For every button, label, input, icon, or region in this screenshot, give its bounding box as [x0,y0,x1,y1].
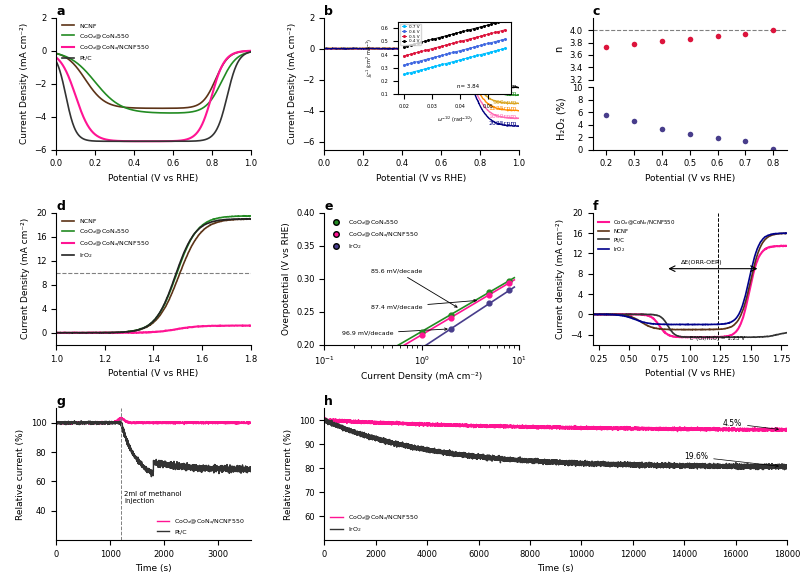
Legend: CoO$_x$@CoN$_x$550, CoO$_x$@CoN$_x$/NCNF550, IrO$_2$: CoO$_x$@CoN$_x$550, CoO$_x$@CoN$_x$/NCNF… [327,216,420,254]
Text: 96.9 mV/decade: 96.9 mV/decade [341,328,447,336]
Point [444,324,456,333]
Text: f: f [592,200,597,213]
Point [386,348,399,357]
Point [502,286,515,295]
Point [483,299,496,308]
Point [415,343,427,353]
Point [346,388,359,397]
X-axis label: Current Density (mA cm⁻²): Current Density (mA cm⁻²) [361,373,481,382]
Text: 1225rpm: 1225rpm [488,106,516,112]
Point [415,330,427,340]
X-axis label: Potential (V vs RHE): Potential (V vs RHE) [108,369,198,378]
Point [483,290,496,299]
Text: 900rpm: 900rpm [492,100,516,104]
X-axis label: Potential (V vs RHE): Potential (V vs RHE) [376,174,466,183]
Y-axis label: Current Density (mA cm⁻²): Current Density (mA cm⁻²) [19,23,29,144]
Text: a: a [56,5,65,18]
Y-axis label: Current Density (mA cm⁻²): Current Density (mA cm⁻²) [287,23,297,144]
Y-axis label: Current Density (mA cm⁻²): Current Density (mA cm⁻²) [22,218,30,339]
Point [444,310,456,319]
Text: 400rpm: 400rpm [492,84,516,89]
Text: 1600rpm: 1600rpm [488,114,516,119]
Text: 625rpm: 625rpm [492,92,516,96]
Legend: CoO$_x$@CoN$_x$/NCNF550, IrO$_2$: CoO$_x$@CoN$_x$/NCNF550, IrO$_2$ [327,511,420,537]
X-axis label: Potential (V vs RHE): Potential (V vs RHE) [644,174,734,183]
Y-axis label: Relative current (%): Relative current (%) [16,429,25,519]
Point [386,344,399,353]
Text: 2025rpm: 2025rpm [488,122,516,126]
Point [483,288,496,297]
Text: d: d [56,200,65,213]
Legend: NCNF, CoO$_x$@CoN$_x$550, CoO$_x$@CoN$_x$/NCNF550, Pt/C: NCNF, CoO$_x$@CoN$_x$550, CoO$_x$@CoN$_x… [59,21,152,63]
Legend: CoO$_x$@CoN$_x$/NCNF550, NCNF, Pt/C, IrO$_2$: CoO$_x$@CoN$_x$/NCNF550, NCNF, Pt/C, IrO… [594,215,677,256]
Text: E°(O₂/H₂O) = 1.23 V: E°(O₂/H₂O) = 1.23 V [690,336,744,340]
Text: c: c [592,5,599,18]
Text: h: h [324,395,333,408]
Point [386,363,399,372]
Text: g: g [56,395,65,408]
Point [444,313,456,322]
Y-axis label: n: n [553,46,563,52]
Y-axis label: Overpotential (V vs RHE): Overpotential (V vs RHE) [282,222,290,335]
Text: e: e [324,200,333,213]
Legend: CoO$_x$@CoN$_x$/NCNF550, Pt/C: CoO$_x$@CoN$_x$/NCNF550, Pt/C [154,515,247,537]
X-axis label: Time (s): Time (s) [135,564,172,573]
X-axis label: Potential (V vs RHE): Potential (V vs RHE) [108,174,198,183]
Text: b: b [324,5,333,18]
Point [502,278,515,288]
X-axis label: Potential (V vs RHE): Potential (V vs RHE) [644,369,734,378]
Y-axis label: Relative current (%): Relative current (%) [284,429,293,519]
Text: 85.6 mV/decade: 85.6 mV/decade [371,268,456,307]
Y-axis label: H₂O₂ (%): H₂O₂ (%) [556,97,566,140]
Text: 4.5%: 4.5% [722,419,777,430]
Point [502,276,515,285]
Legend: NCNF, CoO$_x$@CoN$_x$550, CoO$_x$@CoN$_x$/NCNF550, IrO$_2$: NCNF, CoO$_x$@CoN$_x$550, CoO$_x$@CoN$_x… [59,216,152,262]
Text: 2ml of methanol
injection: 2ml of methanol injection [124,491,181,504]
Point [346,366,359,376]
Text: 87.4 mV/decade: 87.4 mV/decade [371,299,476,309]
Point [415,327,427,336]
Text: ΔE(ORR-OER): ΔE(ORR-OER) [680,259,722,265]
Text: 19.6%: 19.6% [683,453,777,467]
Point [346,370,359,380]
X-axis label: Time (s): Time (s) [537,564,573,573]
Y-axis label: Current density (mA cm⁻²): Current density (mA cm⁻²) [555,219,565,339]
